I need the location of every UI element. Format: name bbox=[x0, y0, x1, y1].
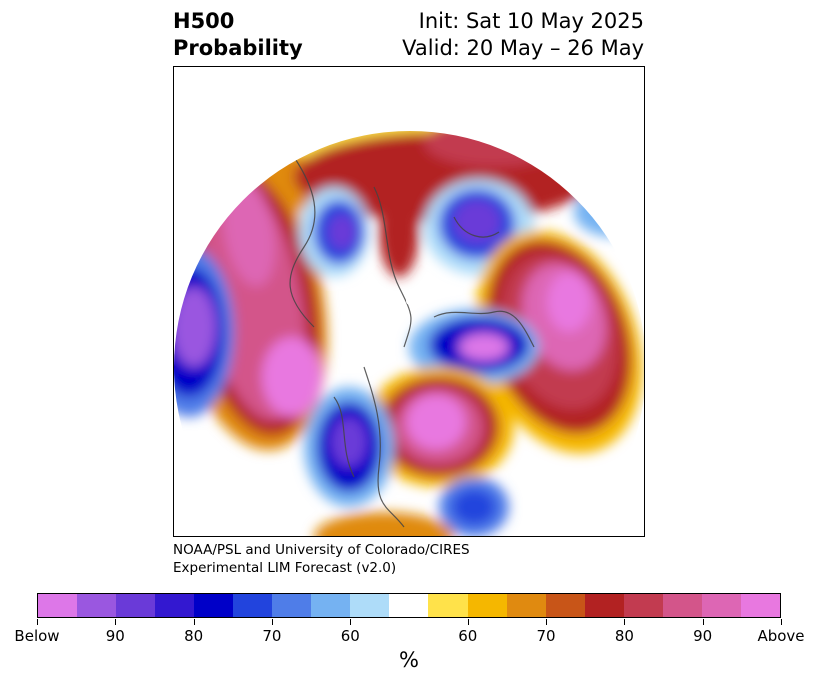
colorbar-segment bbox=[545, 594, 585, 617]
colorbar-segment bbox=[155, 594, 195, 617]
colorbar-segment bbox=[38, 594, 78, 617]
forecast-dates: Init: Sat 10 May 2025 Valid: 20 May – 26… bbox=[402, 8, 644, 62]
colorbar-tick-label: 70 bbox=[262, 627, 282, 645]
colorbar-segment bbox=[194, 594, 234, 617]
colorbar-tick bbox=[624, 619, 626, 625]
title-line-2: Probability bbox=[173, 36, 303, 60]
polar-map-panel bbox=[173, 66, 645, 537]
colorbar-segment bbox=[77, 594, 117, 617]
colorbar-tick-label: 70 bbox=[536, 627, 556, 645]
credit-block: NOAA/PSL and University of Colorado/CIRE… bbox=[173, 541, 470, 577]
colorbar-tick-label: 60 bbox=[458, 627, 478, 645]
credit-line-1: NOAA/PSL and University of Colorado/CIRE… bbox=[173, 542, 470, 558]
colorbar-segment bbox=[662, 594, 702, 617]
credit-line-2: Experimental LIM Forecast (v2.0) bbox=[173, 560, 397, 576]
colorbar-tick bbox=[350, 619, 352, 625]
colorbar-segment bbox=[740, 594, 780, 617]
colorbar-tick-label: 90 bbox=[105, 627, 125, 645]
colorbar-segment bbox=[428, 594, 468, 617]
colorbar-segment bbox=[350, 594, 390, 617]
colorbar bbox=[37, 593, 781, 618]
colorbar-segment bbox=[506, 594, 546, 617]
polar-probability-map bbox=[174, 131, 644, 536]
colorbar-segment bbox=[389, 594, 429, 617]
colorbar-tick bbox=[271, 619, 273, 625]
valid-range: Valid: 20 May – 26 May bbox=[402, 36, 644, 60]
colorbar-segment bbox=[311, 594, 351, 617]
colorbar-tick-label: Above bbox=[757, 627, 805, 645]
colorbar-segment bbox=[623, 594, 663, 617]
colorbar-unit: % bbox=[399, 648, 419, 672]
colorbar-tick bbox=[467, 619, 469, 625]
colorbar-tick bbox=[546, 619, 548, 625]
colorbar-tick-label: 80 bbox=[614, 627, 634, 645]
colorbar-tick-label: 80 bbox=[184, 627, 204, 645]
map-title: H500 Probability bbox=[173, 8, 303, 62]
colorbar-tick bbox=[115, 619, 117, 625]
colorbar-tick bbox=[193, 619, 195, 625]
init-date: Init: Sat 10 May 2025 bbox=[418, 9, 644, 33]
colorbar-segment bbox=[584, 594, 624, 617]
colorbar-tick-label: Below bbox=[14, 627, 60, 645]
colorbar-segment bbox=[233, 594, 273, 617]
colorbar-tick-label: 90 bbox=[693, 627, 713, 645]
colorbar-segment bbox=[701, 594, 741, 617]
title-line-1: H500 bbox=[173, 9, 235, 33]
colorbar-segment bbox=[272, 594, 312, 617]
colorbar-segment bbox=[116, 594, 156, 617]
colorbar-segment bbox=[467, 594, 507, 617]
colorbar-tick bbox=[702, 619, 704, 625]
colorbar-tick-label: 60 bbox=[340, 627, 360, 645]
colorbar-tick bbox=[781, 619, 782, 625]
probability-field bbox=[174, 131, 644, 536]
colorbar-tick bbox=[37, 619, 38, 625]
